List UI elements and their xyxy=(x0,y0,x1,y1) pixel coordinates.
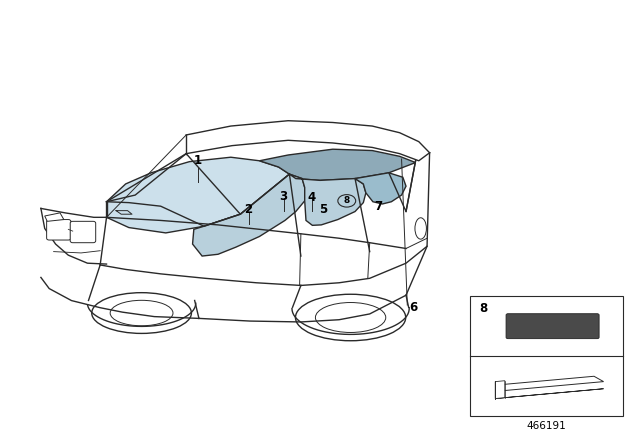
Polygon shape xyxy=(106,157,289,233)
Polygon shape xyxy=(495,381,505,399)
FancyBboxPatch shape xyxy=(506,314,599,339)
Text: 6: 6 xyxy=(409,301,417,314)
Polygon shape xyxy=(495,376,604,391)
Polygon shape xyxy=(495,389,604,399)
Text: 8: 8 xyxy=(479,302,488,314)
Text: 3: 3 xyxy=(280,190,288,203)
Polygon shape xyxy=(289,174,366,225)
Polygon shape xyxy=(259,149,415,181)
Polygon shape xyxy=(355,173,406,204)
Polygon shape xyxy=(45,213,64,221)
Polygon shape xyxy=(193,174,305,256)
FancyBboxPatch shape xyxy=(47,220,71,240)
FancyBboxPatch shape xyxy=(70,221,96,243)
Text: 1: 1 xyxy=(193,154,202,167)
Text: 8: 8 xyxy=(344,196,350,205)
Bar xyxy=(470,296,623,416)
Text: 4: 4 xyxy=(308,191,316,204)
Text: 466191: 466191 xyxy=(526,421,566,431)
Text: 5: 5 xyxy=(319,203,327,216)
Text: 7: 7 xyxy=(374,200,383,213)
Text: 2: 2 xyxy=(244,203,253,216)
